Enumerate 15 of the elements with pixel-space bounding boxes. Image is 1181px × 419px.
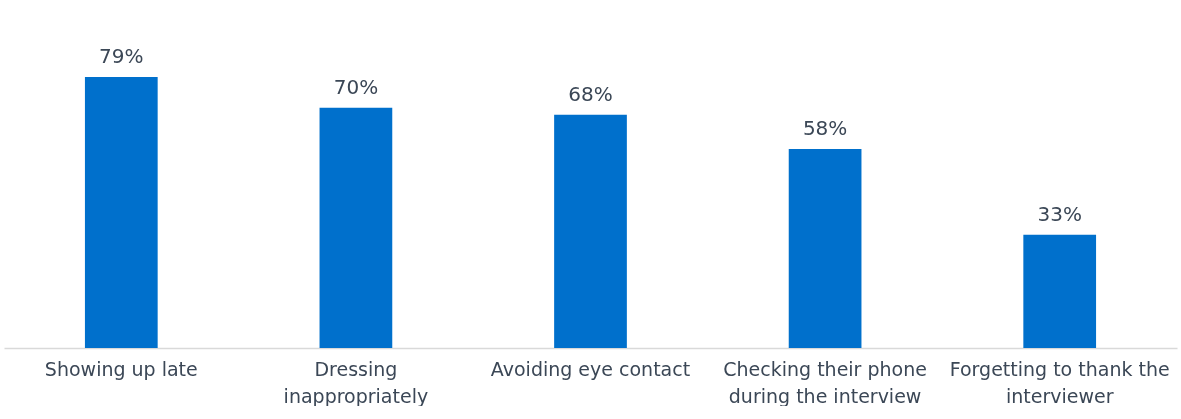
data-label: 68% [568,81,613,106]
data-label: 33% [1037,201,1082,226]
x-tick-label: Dressing inappropriately [283,357,429,407]
x-tick-label: Showing up late [44,357,198,380]
bar [84,77,158,348]
bar [1023,234,1097,348]
x-tick-label: Avoiding eye contact [490,357,691,380]
x-tick-label: Forgetting to thank the interviewer [949,357,1170,407]
data-label: 58% [802,116,848,141]
bar [319,107,393,348]
bar [788,149,862,348]
data-label: 79% [99,44,144,68]
x-tick-label: Checking their phone during the interview [723,357,927,407]
data-label: 70% [333,74,379,99]
bar [554,114,627,348]
